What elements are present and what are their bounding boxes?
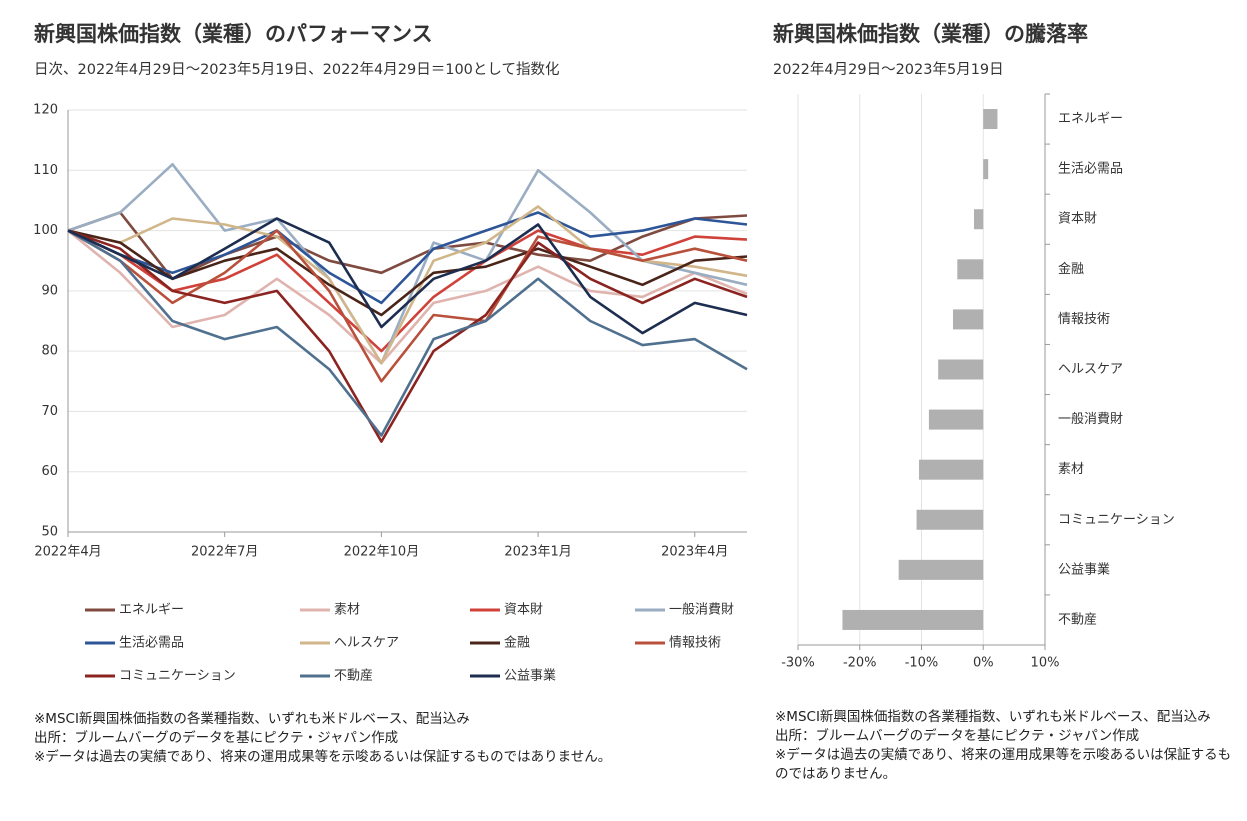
y-tick-label: 110 (33, 163, 58, 178)
x-tick-label: 10% (1031, 656, 1060, 671)
legend-label: 一般消費財 (669, 602, 734, 618)
x-tick-label: 2022年4月 (34, 545, 101, 560)
legend-label: 公益事業 (504, 668, 556, 684)
bar (898, 559, 984, 580)
series-line (67, 229, 748, 383)
series-line (67, 229, 748, 437)
chart-subtitle: 日次、2022年4月29日～2023年5月19日、2022年4月29日＝100と… (34, 62, 560, 78)
y-tick-label: 素材 (1058, 462, 1084, 477)
legend-label: エネルギー (119, 603, 184, 618)
legend-label: 金融 (504, 635, 530, 651)
x-tick-label: 2023年4月 (661, 545, 728, 560)
y-tick-label: 情報技術 (1058, 312, 1110, 327)
y-tick-label: 90 (41, 283, 58, 298)
y-tick-label: 60 (41, 464, 58, 479)
bar (916, 509, 984, 530)
note: ※MSCI新興国株価指数の各業種指数、いずれも米ドルベース、配当込み (34, 711, 470, 727)
y-tick-label: コミュニケーション (1058, 512, 1175, 527)
y-tick-label: エネルギー (1058, 112, 1123, 127)
bar (938, 359, 984, 380)
bar (928, 409, 984, 430)
x-tick-label: -30% (781, 656, 815, 671)
note: 出所：ブルームバーグのデータを基にピクテ・ジャパン作成 (775, 728, 1140, 744)
x-tick-label: 2023年1月 (504, 545, 571, 560)
note: ※MSCI新興国株価指数の各業種指数、いずれも米ドルベース、配当込み (775, 709, 1211, 725)
bar (983, 109, 998, 130)
x-tick-label: 0% (973, 656, 994, 671)
x-tick-label: -20% (843, 656, 877, 671)
y-tick-label: 公益事業 (1058, 561, 1110, 577)
bar (842, 609, 984, 630)
notes: ※MSCI新興国株価指数の各業種指数、いずれも米ドルベース、配当込み 出所：ブルー… (34, 710, 754, 767)
x-tick-label: 2022年10月 (344, 545, 420, 560)
legend-label: 資本財 (504, 603, 543, 618)
chart-title: 新興国株価指数（業種）の騰落率 (773, 22, 1088, 46)
y-tick-label: 資本財 (1058, 212, 1097, 227)
legend-label: 不動産 (334, 668, 373, 684)
legend-label: 生活必需品 (119, 636, 184, 651)
series-line (67, 211, 748, 281)
note: ※データは過去の実績であり、将来の運用成果等を示唆あるいは保証するものではありま… (34, 749, 612, 765)
y-tick-label: 80 (41, 344, 58, 359)
series-line (67, 217, 748, 335)
legend-label: コミュニケーション (119, 669, 236, 684)
chart-title: 新興国株価指数（業種）のパフォーマンス (34, 22, 433, 46)
y-tick-label: 金融 (1058, 261, 1084, 277)
y-tick-label: 70 (41, 404, 58, 419)
y-tick-label: 50 (41, 525, 58, 540)
bar (952, 309, 984, 330)
legend-label: 情報技術 (669, 636, 721, 651)
y-tick-label: 生活必需品 (1058, 162, 1123, 177)
series-line (67, 229, 748, 443)
x-tick-label: -10% (905, 656, 939, 671)
y-tick-label: 一般消費財 (1058, 411, 1123, 427)
series-line (67, 229, 748, 317)
bar (983, 159, 989, 180)
y-tick-label: 120 (33, 103, 58, 118)
note: 出所：ブルームバーグのデータを基にピクテ・ジャパン作成 (34, 730, 399, 746)
chart-subtitle: 2022年4月29日～2023年5月19日 (773, 62, 1004, 78)
series-line (67, 229, 748, 365)
x-tick-label: 2022年7月 (191, 545, 258, 560)
y-tick-label: 100 (33, 223, 58, 238)
bar (973, 209, 984, 230)
note: ※データは過去の実績であり、将来の運用成果等を示唆あるいは保証するものではありま… (775, 747, 1232, 782)
notes: ※MSCI新興国株価指数の各業種指数、いずれも米ドルベース、配当込み 出所：ブルー… (775, 708, 1237, 784)
bar (919, 459, 984, 480)
legend-label: 素材 (334, 603, 360, 618)
legend-label: ヘルスケア (334, 636, 399, 651)
series-line (67, 211, 748, 305)
bar (957, 259, 984, 280)
y-tick-label: ヘルスケア (1058, 362, 1123, 377)
y-tick-label: 不動産 (1058, 611, 1097, 627)
